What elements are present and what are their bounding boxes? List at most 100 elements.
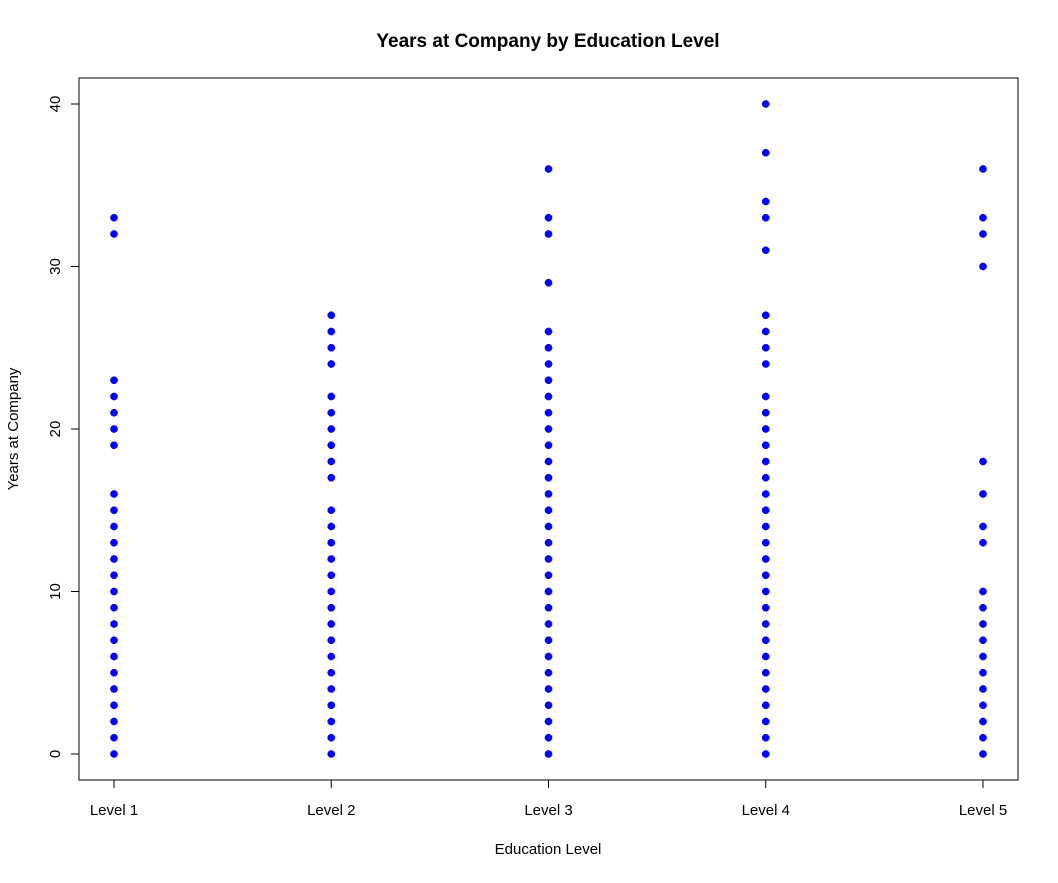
- x-tick-label: Level 2: [307, 802, 355, 819]
- chart-title: Years at Company by Education Level: [376, 31, 719, 52]
- data-point: [544, 685, 553, 693]
- data-point: [761, 571, 770, 580]
- data-point: [544, 571, 553, 580]
- y-tick-label: 40: [47, 96, 64, 113]
- data-point: [761, 538, 770, 547]
- data-point: [761, 473, 770, 482]
- data-point: [761, 717, 770, 726]
- points-layer: [110, 100, 987, 758]
- data-point: [979, 636, 987, 645]
- data-point: [979, 733, 987, 742]
- data-point: [327, 717, 336, 726]
- data-point: [761, 100, 770, 108]
- data-point: [979, 457, 987, 466]
- data-point: [761, 148, 770, 157]
- data-point: [979, 522, 987, 531]
- data-point: [327, 620, 336, 628]
- data-point: [544, 392, 553, 401]
- data-point: [327, 506, 336, 515]
- data-point: [544, 360, 553, 368]
- data-point: [110, 685, 118, 693]
- data-point: [110, 733, 118, 742]
- data-point: [327, 327, 336, 336]
- data-point: [110, 538, 118, 547]
- data-point: [761, 343, 770, 352]
- data-point: [761, 685, 770, 693]
- data-point: [110, 392, 118, 401]
- data-point: [110, 636, 118, 645]
- x-tick-label: Level 1: [90, 802, 138, 819]
- data-point: [761, 408, 770, 417]
- data-point: [544, 668, 553, 677]
- data-point: [544, 636, 553, 645]
- data-point: [110, 522, 118, 531]
- data-point: [979, 165, 987, 173]
- data-point: [110, 425, 118, 433]
- data-point: [761, 587, 770, 596]
- data-point: [761, 506, 770, 515]
- data-point: [761, 311, 770, 320]
- data-point: [761, 213, 770, 222]
- data-point: [761, 668, 770, 677]
- data-point: [327, 701, 336, 710]
- data-point: [544, 522, 553, 531]
- data-point: [761, 636, 770, 645]
- data-point: [761, 603, 770, 612]
- data-point: [327, 603, 336, 612]
- data-point: [327, 408, 336, 417]
- data-point: [544, 555, 553, 563]
- data-point: [327, 750, 336, 758]
- x-tick-label: Level 3: [524, 802, 572, 819]
- data-point: [544, 717, 553, 726]
- data-point: [761, 425, 770, 433]
- x-axis: Level 1 Level 2 Level 3 Level 4 Level 5: [90, 779, 1007, 819]
- data-point: [979, 701, 987, 710]
- data-point: [761, 555, 770, 563]
- data-point: [761, 441, 770, 450]
- data-point: [979, 213, 987, 222]
- data-point: [327, 555, 336, 563]
- data-point: [110, 441, 118, 450]
- data-point: [979, 230, 987, 238]
- data-point: [110, 750, 118, 758]
- data-point: [110, 490, 118, 498]
- data-point: [110, 603, 118, 612]
- data-point: [544, 376, 553, 385]
- data-point: [979, 262, 987, 271]
- data-point: [979, 668, 987, 677]
- data-point: [110, 717, 118, 726]
- data-point: [761, 327, 770, 336]
- data-point: [544, 327, 553, 336]
- data-point: [327, 457, 336, 466]
- data-point: [544, 587, 553, 596]
- data-point: [110, 230, 118, 238]
- data-point: [110, 555, 118, 563]
- data-point: [110, 571, 118, 580]
- y-tick-label: 0: [47, 750, 64, 758]
- data-point: [327, 392, 336, 401]
- data-point: [327, 343, 336, 352]
- data-point: [327, 425, 336, 433]
- x-tick-label: Level 5: [959, 802, 1007, 819]
- data-point: [979, 717, 987, 726]
- data-point: [979, 538, 987, 547]
- data-point: [979, 652, 987, 661]
- data-point: [327, 685, 336, 693]
- data-point: [761, 392, 770, 401]
- data-point: [327, 311, 336, 320]
- data-point: [110, 213, 118, 222]
- data-point: [110, 668, 118, 677]
- data-point: [544, 620, 553, 628]
- data-point: [544, 506, 553, 515]
- data-point: [544, 457, 553, 466]
- data-point: [544, 230, 553, 238]
- data-point: [327, 733, 336, 742]
- data-point: [761, 652, 770, 661]
- data-point: [544, 343, 553, 352]
- x-axis-label: Education Level: [495, 841, 602, 858]
- data-point: [979, 587, 987, 596]
- data-point: [327, 522, 336, 531]
- data-point: [761, 490, 770, 498]
- data-point: [544, 750, 553, 758]
